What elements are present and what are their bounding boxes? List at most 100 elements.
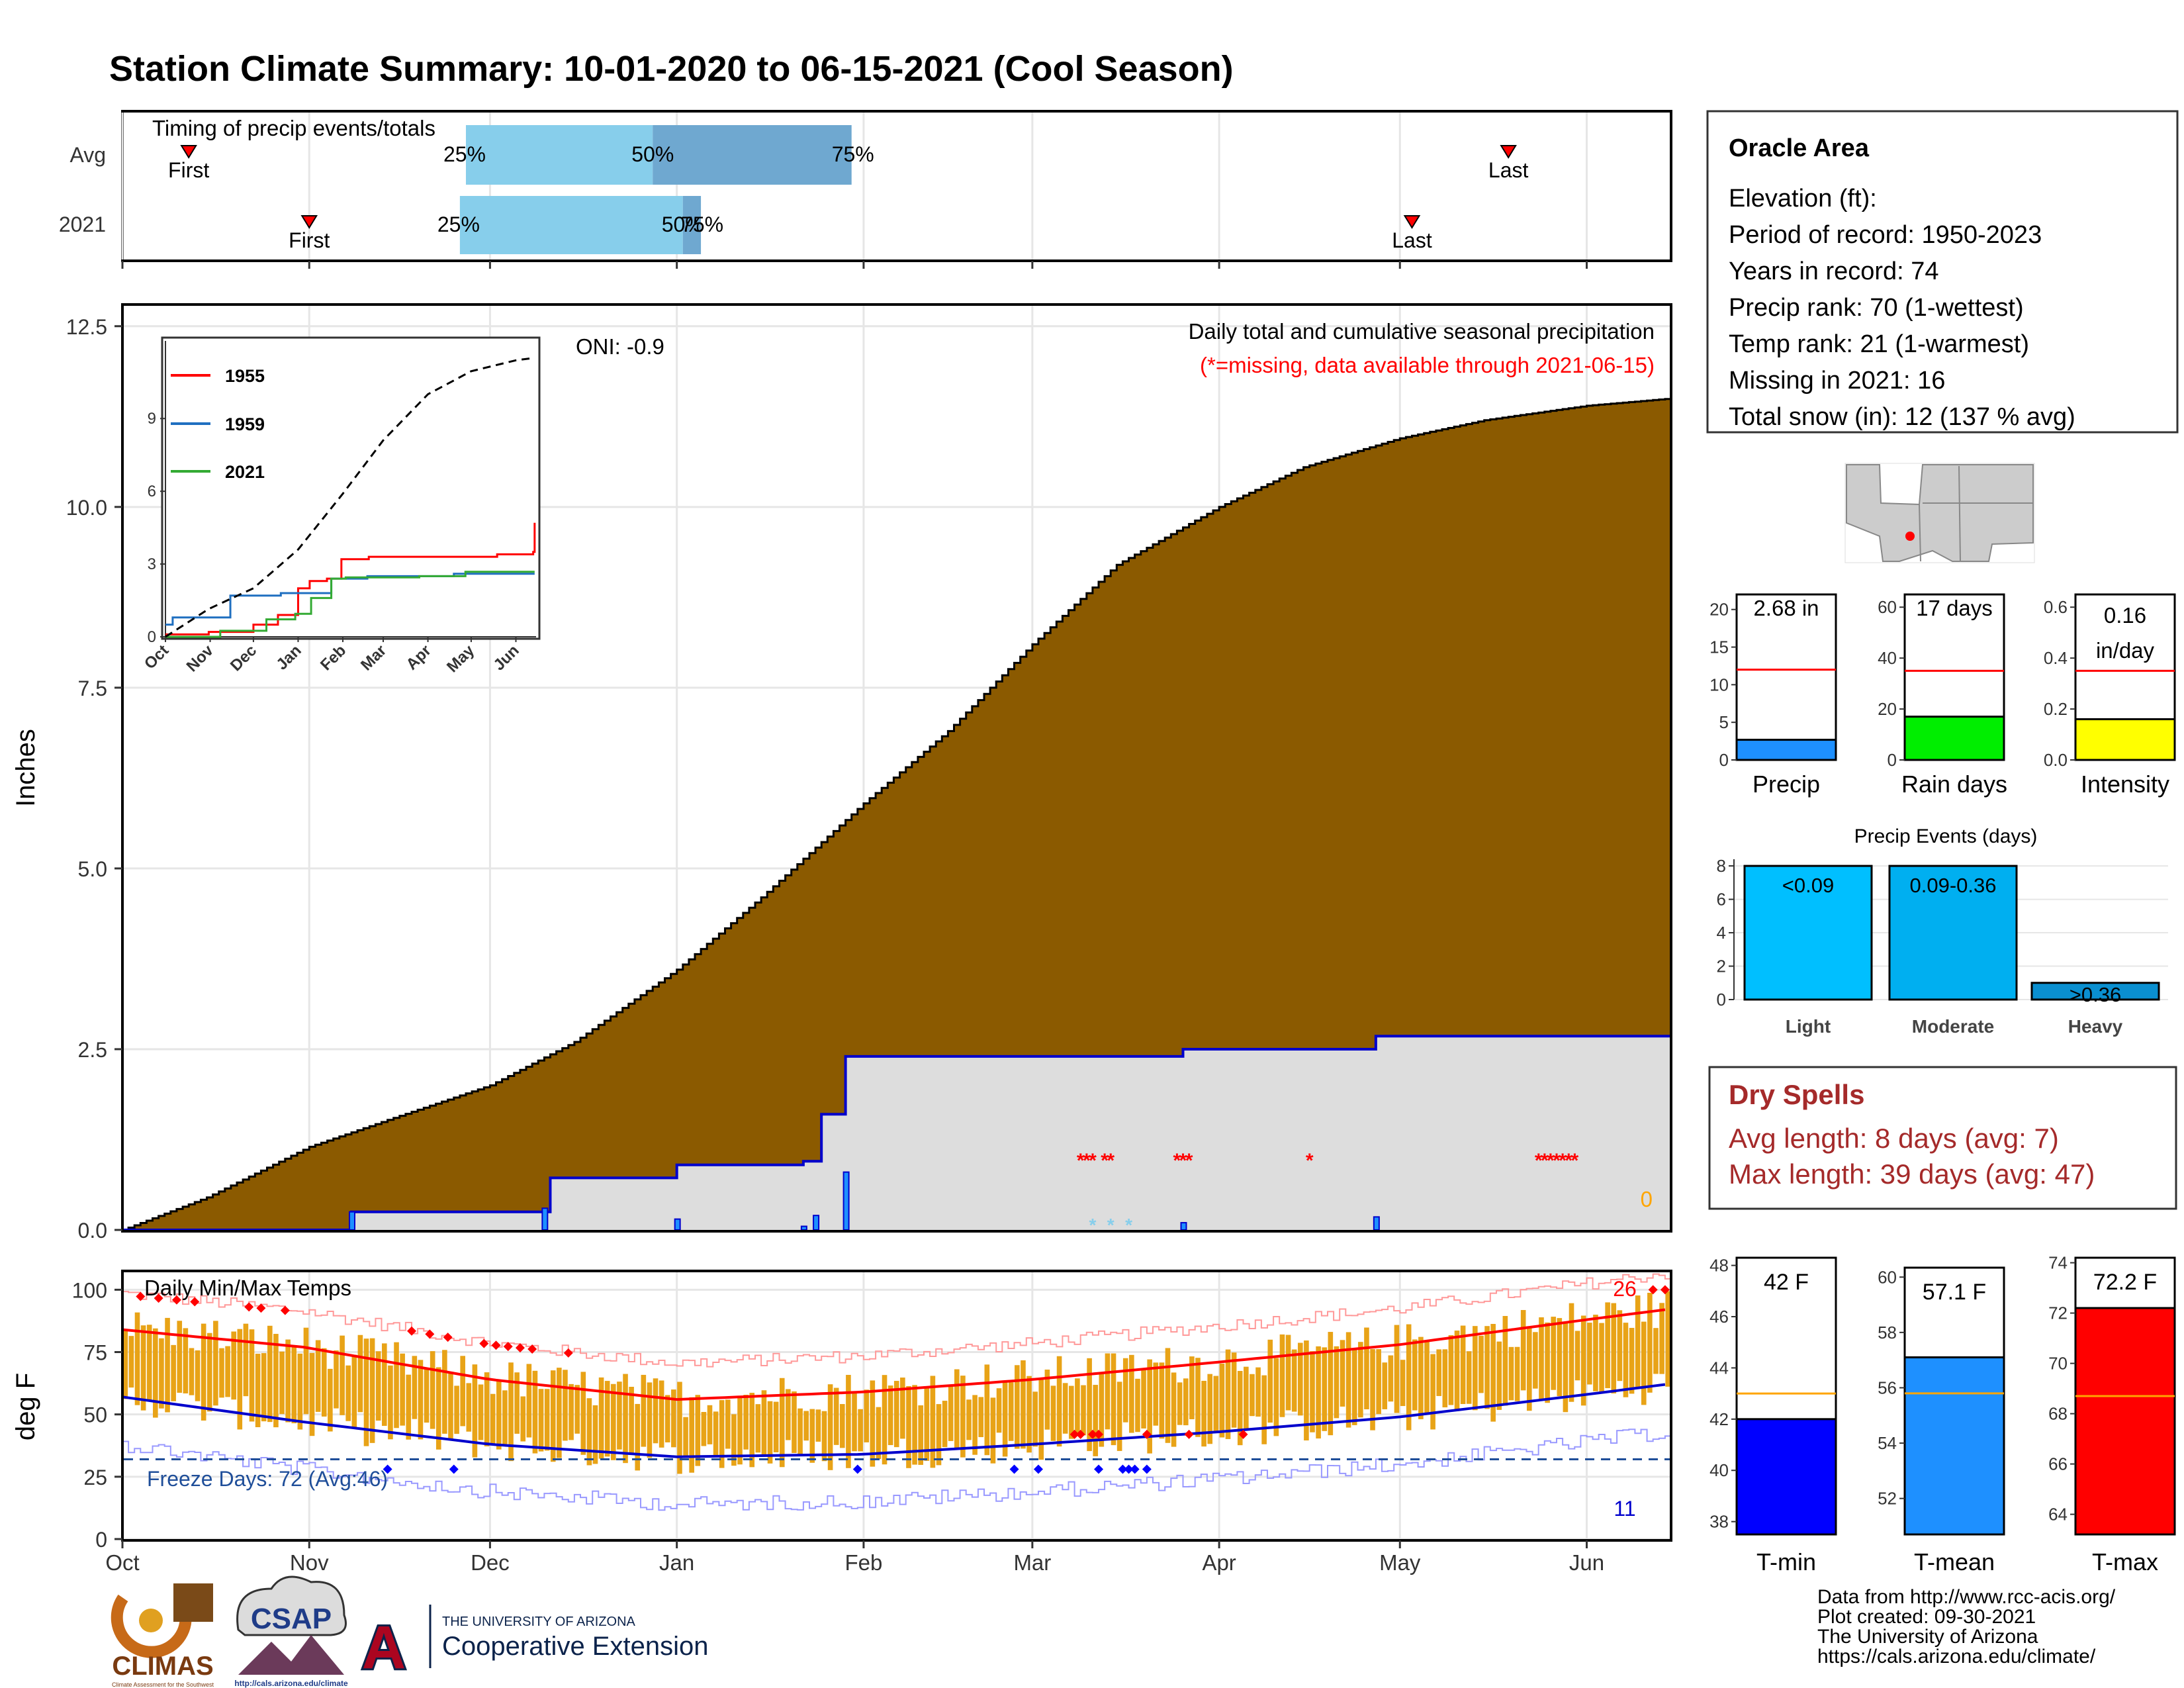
precip-y-tick-label: 5.0	[78, 857, 107, 881]
daily-temp-bar	[206, 1333, 212, 1412]
daily-temp-bar	[1563, 1322, 1569, 1413]
precip-y-tick-label: 0.0	[78, 1219, 107, 1243]
summary-y-tick-label: 0.0	[2044, 750, 2068, 770]
daily-temp-bar	[960, 1376, 966, 1458]
daily-temp-bar	[1593, 1315, 1598, 1391]
timing-last-marker	[1500, 145, 1517, 159]
daily-temp-bar	[1261, 1375, 1267, 1444]
daily-temp-bar	[122, 1329, 128, 1399]
daily-temp-bar	[1406, 1324, 1412, 1430]
missing-day-marker: *	[1306, 1150, 1314, 1172]
daily-temp-bar	[592, 1405, 598, 1464]
timing-first-marker	[300, 215, 318, 229]
daily-temp-bar	[128, 1336, 134, 1388]
daily-temp-bar	[815, 1409, 821, 1442]
footer-line: Data from http://www.rcc-acis.org/	[1817, 1586, 2116, 1608]
daily-temp-bar	[1514, 1346, 1520, 1401]
record-high-marker	[280, 1305, 290, 1315]
missing-day-marker: *	[1173, 1150, 1181, 1172]
daily-temp-bar	[1424, 1340, 1430, 1414]
daily-temp-bar	[1015, 1365, 1020, 1449]
daily-temp-bar	[1267, 1339, 1273, 1423]
daily-temp-bar	[557, 1368, 562, 1458]
daily-temp-bar	[267, 1325, 273, 1423]
hot-days-count: 26	[1613, 1277, 1637, 1301]
daily-temp-bar	[695, 1395, 701, 1466]
events-title: Precip Events (days)	[1854, 825, 2038, 847]
station-name: Oracle Area	[1729, 134, 1870, 162]
info-temp-rank: Temp rank: 21 (1-warmest)	[1729, 330, 2029, 358]
daily-temp-bar	[1273, 1358, 1279, 1436]
precip-y-axis-title: Inches	[11, 729, 40, 807]
temp-y-tick-label: 64	[2048, 1505, 2068, 1524]
daily-temp-bar	[1364, 1327, 1369, 1409]
daily-temp-bar	[1551, 1317, 1557, 1390]
legend-1955-label: 1955	[225, 366, 265, 386]
daily-temp-bar	[309, 1352, 315, 1436]
daily-temp-bar	[1580, 1315, 1586, 1406]
missing-day-marker: *	[1553, 1150, 1561, 1172]
daily-precip-bar	[813, 1215, 820, 1231]
daily-temp-bar	[664, 1395, 670, 1442]
daily-temp-bar	[1285, 1335, 1291, 1411]
temp-panel-frame	[121, 1270, 1672, 1542]
record-high-marker	[154, 1293, 163, 1303]
temp-bar-t-mean	[1903, 1356, 2005, 1536]
info-elevation: Elevation (ft):	[1729, 185, 1877, 212]
daily-temp-bar	[1557, 1318, 1563, 1397]
daily-temp-bar	[1574, 1331, 1580, 1381]
map-border	[1958, 465, 1961, 562]
daily-temp-bar	[171, 1344, 176, 1401]
daily-temp-bar	[604, 1381, 610, 1457]
daily-temp-bar	[864, 1389, 870, 1442]
summary-y-tick-label: 0.2	[2044, 699, 2068, 719]
daily-precip-bar	[1373, 1216, 1380, 1231]
daily-temp-bar	[153, 1328, 158, 1418]
dry-spells-box: Dry Spells Avg length: 8 days (avg: 7) M…	[1708, 1066, 2177, 1210]
precip-panel: *** ** *** * ******** * * 0.02.55.07.510.012.5…	[11, 303, 1672, 1243]
summary-y-tick-label: 10	[1709, 675, 1729, 694]
missing-day-marker: *	[1541, 1150, 1549, 1172]
record-low-marker	[449, 1464, 459, 1474]
daily-precip-bar	[541, 1207, 549, 1231]
daily-temp-bar	[689, 1397, 694, 1473]
daily-temp-bar	[1442, 1349, 1448, 1408]
daily-temp-bar	[1183, 1378, 1189, 1426]
daily-temp-bar	[1219, 1363, 1225, 1438]
inset-series-line-1955	[165, 522, 536, 635]
daily-temp-bar	[1665, 1291, 1670, 1387]
daily-temp-bar	[1436, 1349, 1442, 1396]
daily-temp-bar	[189, 1348, 195, 1395]
legend-2021-label: 2021	[225, 462, 265, 482]
events-y-tick-label: 0	[1717, 990, 1726, 1009]
missing-day-marker: *	[1089, 1150, 1097, 1172]
daily-temp-bar	[340, 1335, 345, 1415]
daily-temp-bar	[821, 1411, 827, 1462]
daily-temp-bar	[273, 1334, 279, 1428]
missing-day-marker: *	[1547, 1150, 1555, 1172]
footer-line: https://cals.arizona.edu/climate/	[1817, 1646, 2096, 1667]
summary-y-tick-label: 15	[1709, 637, 1729, 657]
temp-value-text: 72.2 F	[2093, 1270, 2157, 1295]
daily-temp-bar	[1508, 1346, 1514, 1401]
daily-temp-bar	[1068, 1385, 1074, 1439]
temp-y-tick-label: 38	[1709, 1512, 1729, 1532]
temp-y-axis-title: deg F	[11, 1373, 40, 1440]
daily-temp-bar	[315, 1340, 321, 1412]
summary-y-tick-label: 0.6	[2044, 597, 2068, 617]
daily-temp-bar	[225, 1346, 230, 1397]
daily-temp-bar	[1647, 1292, 1653, 1393]
daily-precip-bar	[842, 1171, 850, 1231]
daily-temp-bar	[424, 1368, 430, 1423]
daily-temp-bar	[1466, 1351, 1472, 1404]
daily-temp-bar	[134, 1312, 140, 1405]
precip-y-tick-label: 10.0	[66, 496, 107, 520]
daily-temp-bar	[1050, 1385, 1056, 1441]
timing-last-label: Last	[1488, 158, 1529, 182]
daily-temp-bar	[1617, 1310, 1623, 1382]
temp-y-tick-label: 68	[2048, 1404, 2068, 1424]
record-high-marker	[1648, 1285, 1658, 1295]
ua-logo-mark: A	[362, 1614, 406, 1681]
summary-y-tick-label: 40	[1878, 648, 1897, 668]
daily-temp-bar	[406, 1374, 412, 1440]
